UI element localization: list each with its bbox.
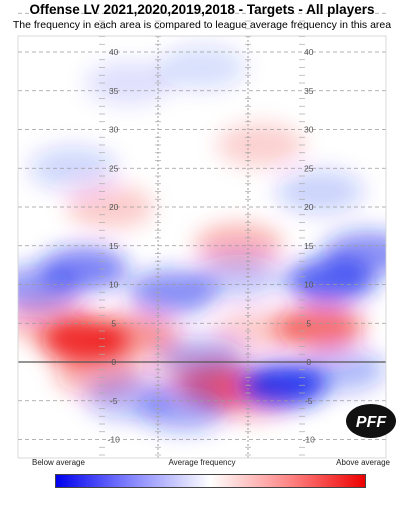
ytick-label-right-15: 15	[304, 241, 314, 251]
legend-label-below: Below average	[32, 458, 85, 467]
heat-blob-19	[297, 347, 386, 392]
pff-logo: PFF	[346, 404, 396, 438]
heat-blob-24	[275, 169, 364, 214]
ytick-label-right-25: 25	[304, 163, 314, 173]
legend-label-average: Average frequency	[168, 458, 236, 467]
ytick-label-left--10: -10	[108, 435, 121, 445]
heat-blob-25	[158, 45, 246, 90]
ytick-label-left-30: 30	[109, 125, 119, 135]
heat-blobs	[18, 45, 386, 431]
heat-blob-10	[216, 123, 305, 167]
heat-blob-14	[194, 254, 283, 299]
ytick-label-right-10: 10	[304, 280, 314, 290]
ytick-label-left-15: 15	[109, 241, 119, 251]
heat-blob-26	[84, 61, 173, 105]
ytick-label-right-35: 35	[304, 86, 314, 96]
ytick-label-left--5: -5	[110, 396, 118, 406]
ytick-label-right-0: 0	[306, 357, 311, 367]
ytick-label-left-35: 35	[109, 86, 119, 96]
yard-ticks: 40 40 35 35 30 30 25 25 20 20 15 15 10 10 5 5 0 0 -5 -5 -10 -…	[108, 47, 316, 445]
heat-blob-21	[84, 374, 173, 419]
ytick-label-left-20: 20	[109, 202, 119, 212]
heat-blob-22	[158, 336, 246, 381]
heat-blob-4	[213, 309, 302, 353]
yard-grid	[17, 12, 387, 459]
chart-title: Offense LV 2021,2020,2019,2018 - Targets…	[29, 2, 375, 17]
ytick-label-left-5: 5	[111, 318, 116, 328]
ytick-label-right--5: -5	[305, 396, 313, 406]
ytick-label-left-10: 10	[109, 280, 119, 290]
color-legend-bar	[55, 474, 366, 488]
pff-logo-text: PFF	[356, 414, 387, 431]
legend-label-above: Above average	[336, 458, 390, 467]
ytick-label-left-0: 0	[111, 357, 116, 367]
ytick-label-left-40: 40	[109, 47, 119, 57]
heat-blob-17	[18, 266, 81, 311]
ytick-label-right-20: 20	[304, 202, 314, 212]
ytick-label-right--10: -10	[303, 435, 316, 445]
ytick-label-right-5: 5	[306, 318, 311, 328]
chart-subtitle: The frequency in each area is compared t…	[12, 19, 392, 31]
ytick-label-right-40: 40	[304, 47, 314, 57]
heat-blob-13	[128, 270, 217, 315]
heat-blob-16	[323, 231, 386, 276]
field-border	[17, 35, 387, 459]
ytick-label-left-25: 25	[109, 163, 119, 173]
ytick-label-right-30: 30	[304, 125, 314, 135]
heat-blob-23	[29, 146, 118, 191]
